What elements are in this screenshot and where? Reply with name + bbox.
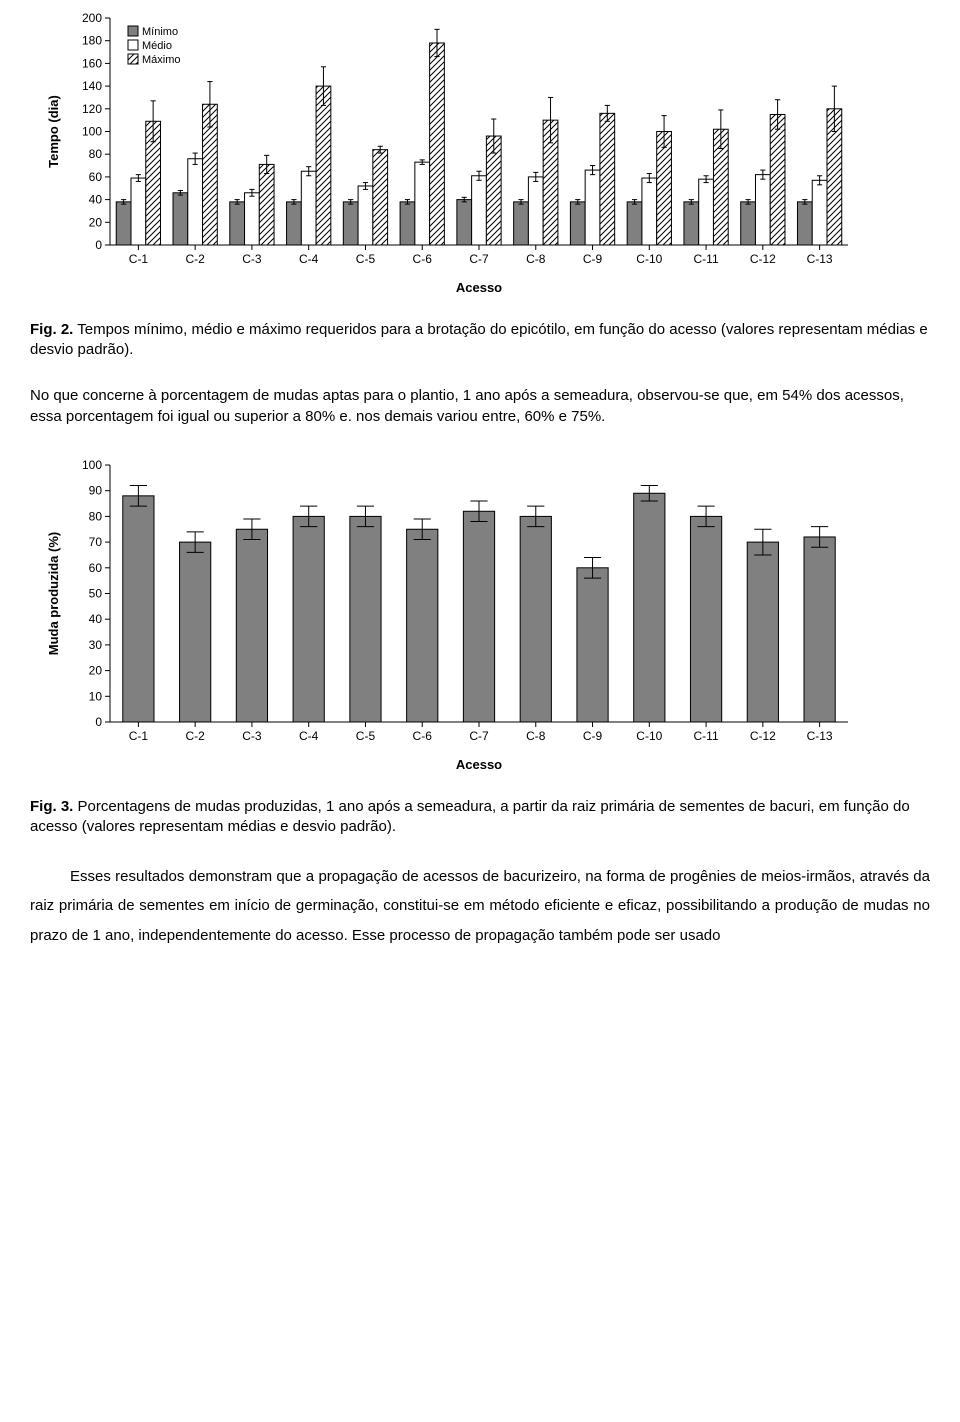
fig2-caption: Fig. 2. Tempos mínimo, médio e máximo re… [0, 310, 960, 379]
svg-text:C-11: C-11 [694, 729, 719, 743]
svg-text:C-6: C-6 [413, 252, 433, 266]
svg-text:0: 0 [95, 238, 102, 252]
svg-text:20: 20 [89, 664, 103, 678]
fig3-text: Porcentagens de mudas produzidas, 1 ano … [30, 798, 910, 835]
svg-text:160: 160 [82, 56, 102, 70]
svg-text:20: 20 [89, 215, 103, 229]
svg-text:40: 40 [89, 612, 103, 626]
chart1: 0 20 40 60 80 100 120 140 160 180 200 C-1 C-2 C-3 C-4 C… [40, 10, 860, 300]
svg-text:Médio: Médio [142, 40, 172, 52]
svg-text:C-3: C-3 [242, 729, 262, 743]
chart1-container: 0 20 40 60 80 100 120 140 160 180 200 C-1 C-2 C-3 C-4 C… [0, 0, 960, 310]
fig2-label: Fig. 2. [30, 321, 73, 338]
svg-text:C-6: C-6 [413, 729, 433, 743]
svg-text:140: 140 [82, 79, 102, 93]
svg-text:C-4: C-4 [299, 252, 319, 266]
svg-text:40: 40 [89, 193, 103, 207]
svg-text:C-3: C-3 [242, 252, 262, 266]
svg-text:0: 0 [95, 715, 102, 729]
svg-text:Muda produzida (%): Muda produzida (%) [46, 532, 61, 656]
svg-text:C-12: C-12 [750, 252, 776, 266]
svg-text:90: 90 [89, 484, 103, 498]
fig3-caption: Fig. 3. Porcentagens de mudas produzidas… [0, 787, 960, 856]
svg-text:C-12: C-12 [750, 729, 776, 743]
svg-text:50: 50 [89, 587, 103, 601]
svg-text:C-2: C-2 [185, 252, 205, 266]
svg-text:60: 60 [89, 561, 103, 575]
svg-text:10: 10 [89, 689, 103, 703]
svg-text:C-9: C-9 [583, 252, 603, 266]
svg-text:C-2: C-2 [185, 729, 205, 743]
chart2: 0 10 20 30 40 50 60 70 80 90 100 C-1 C-2 C-3 C-4 C-5 C-6… [40, 457, 860, 777]
svg-text:Máximo: Máximo [142, 54, 181, 66]
svg-text:C-8: C-8 [526, 252, 546, 266]
svg-text:30: 30 [89, 638, 103, 652]
svg-text:Tempo (dia): Tempo (dia) [46, 95, 61, 168]
paragraph-resultados: Esses resultados demonstram que a propag… [0, 856, 960, 970]
svg-text:100: 100 [82, 458, 102, 472]
svg-text:C-11: C-11 [694, 252, 719, 266]
svg-text:C-5: C-5 [356, 252, 376, 266]
svg-text:Acesso: Acesso [456, 757, 502, 772]
svg-text:C-13: C-13 [807, 729, 833, 743]
svg-text:C-8: C-8 [526, 729, 546, 743]
paragraph-resultados-text: Esses resultados demonstram que a propag… [30, 868, 930, 944]
svg-text:80: 80 [89, 509, 103, 523]
svg-text:C-9: C-9 [583, 729, 603, 743]
svg-text:C-5: C-5 [356, 729, 376, 743]
svg-text:C-10: C-10 [636, 252, 662, 266]
svg-text:180: 180 [82, 34, 102, 48]
svg-text:C-4: C-4 [299, 729, 319, 743]
paragraph-mudas-aptas-text: No que concerne à porcentagem de mudas a… [30, 387, 904, 425]
chart2-container: 0 10 20 30 40 50 60 70 80 90 100 C-1 C-2 C-3 C-4 C-5 C-6… [0, 447, 960, 787]
svg-text:200: 200 [82, 11, 102, 25]
svg-text:80: 80 [89, 147, 103, 161]
svg-text:70: 70 [89, 535, 103, 549]
svg-text:Mínimo: Mínimo [142, 26, 178, 38]
svg-text:100: 100 [82, 125, 102, 139]
fig2-text: Tempos mínimo, médio e máximo requeridos… [30, 321, 928, 358]
svg-text:C-13: C-13 [807, 252, 833, 266]
paragraph-mudas-aptas: No que concerne à porcentagem de mudas a… [0, 379, 960, 447]
svg-text:Acesso: Acesso [456, 280, 502, 295]
svg-text:C-1: C-1 [129, 729, 149, 743]
svg-text:60: 60 [89, 170, 103, 184]
svg-text:120: 120 [82, 102, 102, 116]
svg-text:C-7: C-7 [469, 729, 489, 743]
svg-text:C-1: C-1 [129, 252, 149, 266]
fig3-label: Fig. 3. [30, 798, 73, 815]
svg-text:C-7: C-7 [469, 252, 489, 266]
svg-text:C-10: C-10 [636, 729, 662, 743]
